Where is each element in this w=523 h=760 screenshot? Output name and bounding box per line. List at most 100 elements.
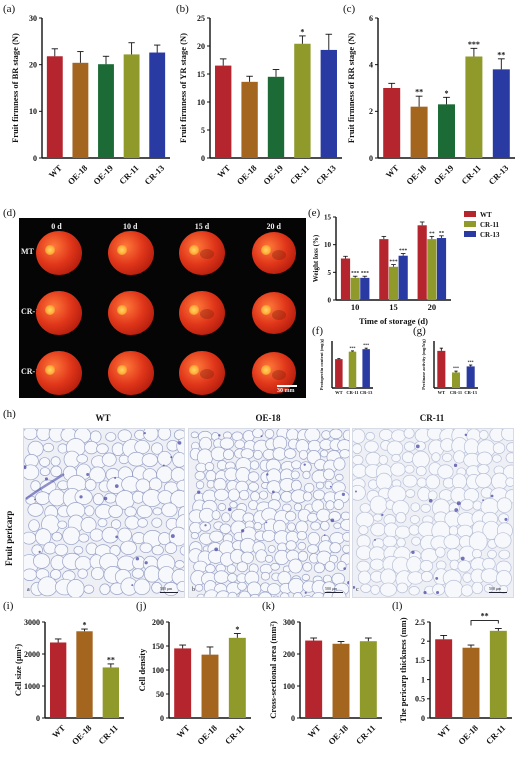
bar-WT-10: [340, 258, 351, 300]
y-axis-label: Fruit firmness of YR stage (N): [178, 33, 188, 143]
significance-label: *: [235, 625, 239, 634]
bar-WT: [305, 640, 323, 718]
x-tick-label: CR-13: [314, 163, 338, 187]
micrograph-corner-letter: a: [27, 587, 30, 593]
scale-bar-label: 30 mm: [277, 388, 295, 394]
x-tick-label: 20: [428, 302, 437, 312]
bar-OE-18: [201, 654, 219, 718]
significance-label: **: [439, 230, 445, 236]
bar-CR-13: [320, 49, 337, 158]
significance-label: ***: [468, 40, 480, 49]
tomato-fruit: [179, 231, 226, 275]
bracket-label: **: [481, 612, 489, 621]
tomato-fruit: [252, 292, 297, 334]
tomato-fruit: [35, 231, 82, 275]
chart-k-svg: 0 100 200 300 WT OE-18 CR-11 Cross-sectional ar…: [268, 618, 382, 747]
x-tick-label: WT: [335, 390, 343, 395]
bar-CR-11: [465, 56, 483, 158]
bar-WT: [435, 639, 453, 718]
y-tick-label: 30: [29, 14, 37, 23]
tomato-fruit: [35, 291, 82, 335]
micrograph: a 500 μm: [23, 428, 185, 598]
x-tick-label: WT: [50, 723, 67, 740]
chart-f: WT *** CR-11 *** CR-13 Protopectin content (m…: [310, 325, 413, 405]
chart-j-svg: 0 50 100 150 200 WT OE-18 * CR-11 Cell density: [137, 618, 251, 747]
y-tick-label: 6: [369, 14, 373, 23]
x-tick-label: CR-11: [354, 723, 377, 746]
x-tick-label: CR-11: [117, 163, 140, 186]
significance-label: **: [107, 655, 115, 664]
y-tick-label: 300: [283, 618, 295, 627]
x-tick-label: CR-11: [346, 390, 359, 395]
y-tick-label: 20: [197, 42, 205, 51]
bar-WT-15: [379, 239, 389, 300]
significance-label: ***: [399, 248, 408, 254]
panel-label-a: (a): [3, 3, 16, 15]
y-axis-label: Protopectin content (mg/g): [319, 338, 324, 390]
bar-OE-18: [72, 62, 89, 158]
x-tick-label: OE-18: [404, 163, 428, 187]
significance-label: *: [83, 621, 87, 630]
y-tick-label: 200: [152, 618, 164, 627]
y-tick-label: 10: [324, 241, 332, 249]
x-tick-label: WT: [438, 390, 446, 395]
bar-CR-13-15: [398, 255, 408, 300]
chart-c-svg: 0 2 4 6 WT ** OE-18 * OE-19 *** CR-11 ** CR-13 Fruit …: [346, 14, 515, 187]
tomato-fruit: [107, 351, 154, 395]
bar-WT-20: [417, 225, 427, 300]
bar-OE-19: [98, 64, 114, 158]
y-tick-label: 0: [36, 714, 40, 723]
chart-b: 0 5 10 15 20 25 WT OE-18 OE-19 * CR-11 CR-13 Fruit f…: [172, 0, 347, 205]
chart-g: WT *** CR-11 *** CR-13 Pectinase activity (mg…: [412, 325, 520, 405]
x-tick-label: OE-18: [70, 723, 94, 747]
bar-OE-18: [76, 631, 93, 718]
y-tick-label: 10: [29, 107, 37, 116]
significance-label: ***: [350, 345, 356, 350]
micrograph-title: WT: [95, 413, 111, 423]
y-tick-label: 15: [197, 70, 205, 79]
y-tick-label: 5: [328, 269, 332, 277]
bar-OE-19: [438, 104, 455, 158]
y-tick-label: 2.5: [415, 618, 425, 627]
x-tick-label: WT: [384, 163, 401, 180]
bar-CR-11: [123, 54, 140, 158]
x-tick-label: CR-11: [484, 723, 507, 746]
line-label: CR-13: [21, 367, 44, 376]
y-axis-label: Pectinase activity (mg/h/g): [421, 339, 426, 390]
x-tick-label: WT: [47, 163, 64, 180]
legend-swatch-CR-11: [464, 221, 476, 227]
panel-label-i: (i): [3, 600, 14, 612]
significance-label: ***: [468, 360, 474, 365]
bar-CR-11: [294, 43, 311, 159]
bar-CR-13: [492, 69, 510, 158]
chart-b-svg: 0 5 10 15 20 25 WT OE-18 OE-19 * CR-11 CR-13 Fruit f…: [178, 14, 342, 187]
y-tick-label: 150: [152, 642, 164, 651]
significance-label: **: [497, 50, 505, 59]
x-tick-label: 15: [389, 302, 398, 312]
y-tick-label: 0: [33, 154, 37, 163]
significance-label: ***: [361, 271, 370, 277]
tomato-fruit: [107, 231, 154, 275]
panel-label-j: (j): [136, 600, 147, 612]
micrograph-title: OE-18: [255, 413, 281, 423]
y-tick-label: 0: [369, 154, 373, 163]
y-axis-label: Fruit firmness of BR stage (N): [10, 33, 20, 143]
chart-i-svg: 0 1000 2000 3000 WT * OE-18 ** CR-11 Cell size (μ…: [13, 618, 124, 747]
bar-CR-11: [102, 667, 119, 718]
chart-f-svg: WT *** CR-11 *** CR-13 Protopectin content (m…: [319, 338, 373, 395]
chart-l: 0 0.5 1 1.5 2 2.5 WT OE-18 CR-11 ** The pericarp t…: [390, 600, 522, 758]
panel-label-h: (h): [3, 408, 16, 420]
bar-CR-11-20: [427, 239, 437, 300]
x-tick-label: CR-11: [450, 390, 463, 395]
y-tick-label: 0: [328, 297, 332, 305]
legend-label-CR-13: CR-13: [480, 231, 500, 239]
bar-CR-13: [466, 366, 475, 388]
x-tick-label: CR-11: [223, 723, 246, 746]
x-tick-label: OE-18: [235, 163, 259, 187]
x-tick-label: CR-13: [486, 163, 510, 187]
x-tick-label: WT: [436, 723, 453, 740]
legend-label-WT: WT: [480, 211, 492, 219]
panel-label-g: (g): [413, 325, 426, 337]
y-tick-label: 0: [421, 714, 425, 723]
